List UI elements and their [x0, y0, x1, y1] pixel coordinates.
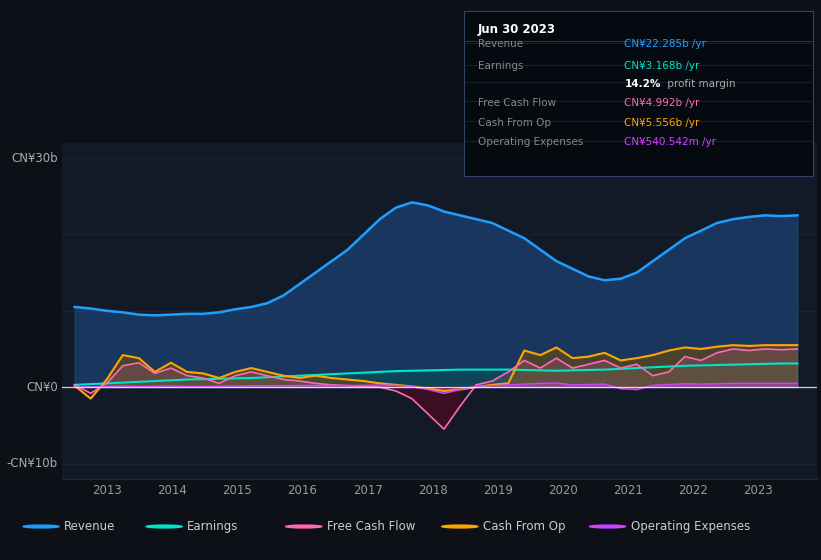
Text: Revenue: Revenue	[64, 520, 116, 533]
Text: Free Cash Flow: Free Cash Flow	[478, 98, 556, 108]
Text: CN¥30b: CN¥30b	[11, 152, 57, 165]
Text: Earnings: Earnings	[187, 520, 239, 533]
Circle shape	[589, 525, 626, 528]
Text: Cash From Op: Cash From Op	[483, 520, 565, 533]
Text: -CN¥10b: -CN¥10b	[7, 457, 57, 470]
Text: CN¥3.168b /yr: CN¥3.168b /yr	[624, 62, 699, 72]
Text: CN¥22.285b /yr: CN¥22.285b /yr	[624, 39, 706, 49]
Text: profit margin: profit margin	[664, 79, 736, 89]
Circle shape	[442, 525, 478, 528]
Circle shape	[146, 525, 182, 528]
Text: Free Cash Flow: Free Cash Flow	[327, 520, 415, 533]
Text: CN¥540.542m /yr: CN¥540.542m /yr	[624, 138, 717, 147]
Text: Operating Expenses: Operating Expenses	[631, 520, 750, 533]
Text: Revenue: Revenue	[478, 39, 523, 49]
Circle shape	[286, 525, 322, 528]
Text: Earnings: Earnings	[478, 62, 523, 72]
Text: Cash From Op: Cash From Op	[478, 118, 551, 128]
Text: CN¥5.556b /yr: CN¥5.556b /yr	[624, 118, 699, 128]
Text: Jun 30 2023: Jun 30 2023	[478, 23, 556, 36]
Text: Operating Expenses: Operating Expenses	[478, 138, 583, 147]
Text: CN¥0: CN¥0	[26, 381, 57, 394]
FancyBboxPatch shape	[464, 11, 813, 176]
Text: 14.2%: 14.2%	[624, 79, 661, 89]
Text: CN¥4.992b /yr: CN¥4.992b /yr	[624, 98, 699, 108]
Circle shape	[23, 525, 59, 528]
